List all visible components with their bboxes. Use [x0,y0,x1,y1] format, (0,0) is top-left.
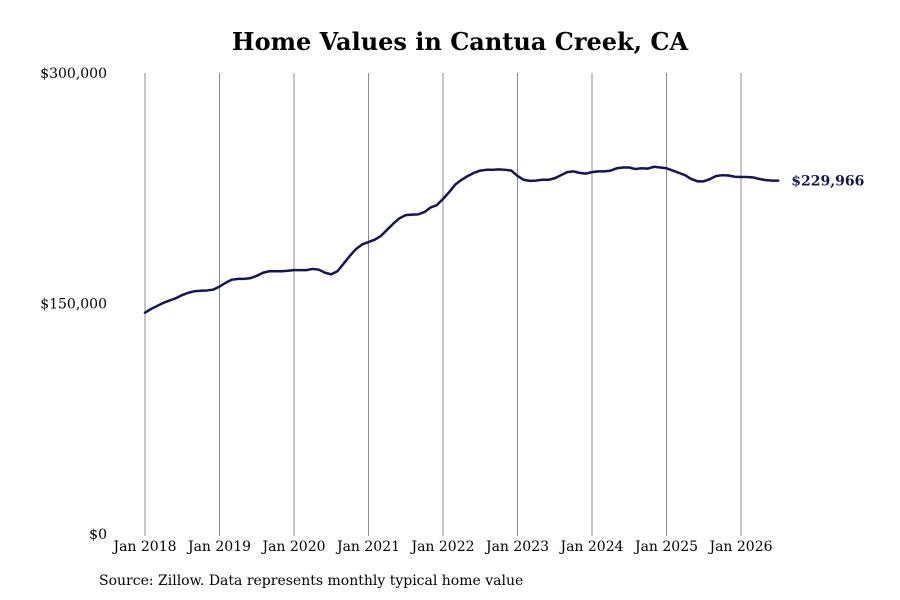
y-tick-label: $150,000 [40,297,107,313]
home-value-line [143,165,780,314]
y-tick-label: $0 [89,527,107,543]
source-note: Source: Zillow. Data represents monthly … [99,573,524,589]
chart-title: Home Values in Cantua Creek, CA [231,27,689,56]
x-tick-label: Jan 2018 [111,539,176,555]
x-tick-label: Jan 2022 [409,539,474,555]
x-tick-label: Jan 2026 [707,539,772,555]
end-value-label: $229,966 [791,174,864,190]
x-tick-label: Jan 2025 [633,539,698,555]
x-tick-label: Jan 2019 [186,539,251,555]
gridlines [144,73,742,536]
x-tick-label: Jan 2024 [558,539,623,555]
y-tick-label: $300,000 [40,66,107,82]
x-axis-labels: Jan 2018 Jan 2019 Jan 2020 Jan 2021 Jan 2022… [111,539,772,555]
x-tick-label: Jan 2021 [335,539,400,555]
x-tick-label: Jan 2023 [484,539,549,555]
x-tick-label: Jan 2020 [260,539,325,555]
y-axis-labels: $0 $150,000 $300,000 [40,66,107,543]
